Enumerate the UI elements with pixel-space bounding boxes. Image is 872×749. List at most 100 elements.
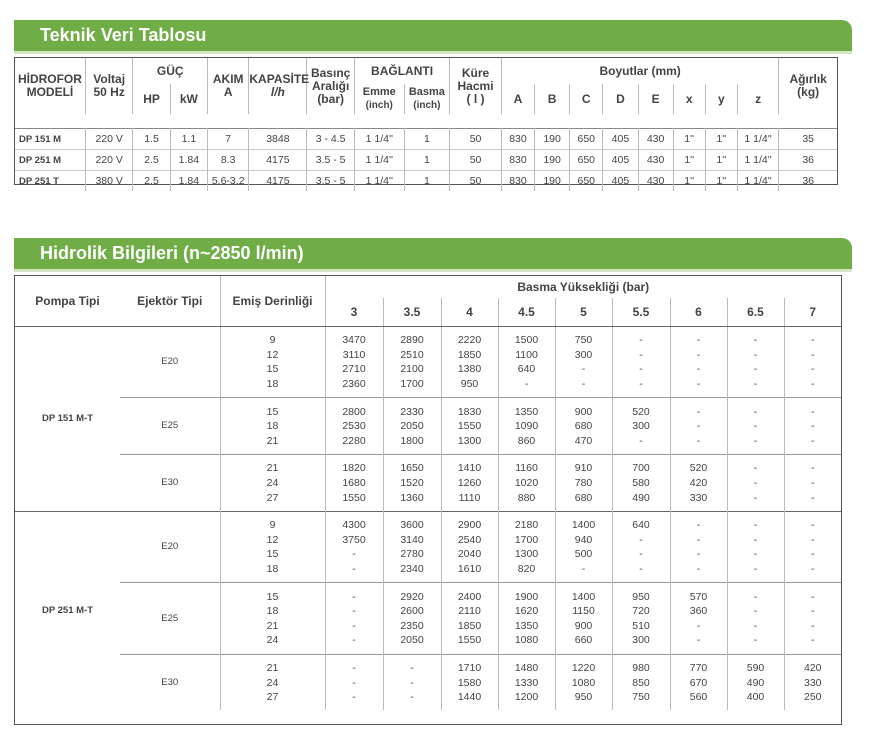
flow-cell: - <box>727 561 785 577</box>
flow-cell: 750 <box>555 333 613 348</box>
flow-cell: 2920 <box>383 589 442 604</box>
flow-cell: 1350 <box>498 618 556 634</box>
suction-depth-cell: 15 <box>220 589 326 604</box>
flow-cell: 1080 <box>555 675 613 690</box>
flow-cell: 2510 <box>383 347 442 363</box>
flow-cell: 3140 <box>383 532 442 548</box>
flow-cell: 560 <box>670 689 728 705</box>
table-row: 18-2340 1610 820- - - - - <box>15 561 841 577</box>
flow-cell: 860 <box>498 433 556 449</box>
flow-cell: - <box>727 532 785 548</box>
flow-cell: - <box>325 547 384 562</box>
value-cell: 4175 <box>248 149 308 171</box>
value-cell: 3.5 - 5 <box>306 149 355 171</box>
flow-cell: 1110 <box>441 490 499 505</box>
suction-depth-cell: 12 <box>220 532 326 548</box>
flow-cell: - <box>612 333 671 348</box>
suction-depth-cell: 27 <box>220 490 326 505</box>
col-bar-6.5: 6.5 <box>727 298 785 327</box>
flow-cell: 1160 <box>498 461 556 476</box>
col-dim-y: y <box>705 84 738 114</box>
suction-depth-cell: 24 <box>220 633 326 648</box>
flow-cell: 2040 <box>441 547 499 562</box>
flow-cell: - <box>555 376 613 392</box>
flow-cell: - <box>811 548 815 561</box>
flow-cell: 2710 <box>325 362 384 377</box>
col-tank-volume: Küre Hacmi( l ) <box>449 58 502 114</box>
flow-cell: - <box>325 675 384 690</box>
table-row: 18-2600 2110 1620 1150 720 360- - <box>15 603 841 619</box>
flow-cell: 1820 <box>325 461 384 476</box>
pump-type-cell: DP 251 M-T <box>15 510 120 711</box>
value-cell: 1 1/4'' <box>354 149 405 171</box>
value-cell: 8.3 <box>207 149 250 171</box>
flow-cell: 900 <box>555 404 613 419</box>
ejector-type-cell: E30 <box>120 454 221 512</box>
flow-cell: - <box>325 561 384 577</box>
value-cell: 50 <box>449 170 502 191</box>
value-cell: 1 <box>404 170 451 191</box>
flow-cell: - <box>670 433 728 449</box>
col-bar-5.5: 5.5 <box>612 298 671 327</box>
value-cell: 650 <box>569 149 604 171</box>
value-cell: 1.5 <box>132 128 171 150</box>
flow-cell: 1440 <box>441 689 499 705</box>
value-cell: 430 <box>638 170 674 191</box>
flow-cell: - <box>811 477 815 490</box>
value-cell: 1 1/4'' <box>737 128 780 150</box>
flow-cell: 3470 <box>325 333 384 348</box>
table-row: 18 2360 1700 950- - - - - - <box>15 376 841 392</box>
flow-cell: 1480 <box>498 660 556 676</box>
suction-depth-cell: 18 <box>220 376 326 392</box>
flow-cell: 580 <box>612 475 671 491</box>
flow-cell: 640 <box>498 362 556 377</box>
value-cell: 7 <box>207 128 250 150</box>
col-bar-4: 4 <box>441 298 499 327</box>
suction-depth-cell: 15 <box>220 547 326 562</box>
flow-cell: - <box>811 405 815 418</box>
flow-cell: - <box>612 561 671 577</box>
flow-cell: 1220 <box>555 660 613 676</box>
flow-cell: - <box>670 418 728 434</box>
flow-cell: 1410 <box>441 461 499 476</box>
col-pressure-range: Basınç Aralığı (bar) <box>306 58 355 114</box>
value-cell: 2.5 <box>132 170 171 191</box>
table-row: 12 3110 2510 1850 1100 300- - - - <box>15 347 841 363</box>
flow-cell: 250 <box>803 691 822 704</box>
col-kw: kW <box>170 84 209 114</box>
value-cell: 2.5 <box>132 149 171 171</box>
flow-cell: - <box>727 376 785 392</box>
value-cell: 1'' <box>705 128 738 150</box>
flow-cell: 1380 <box>441 362 499 377</box>
flow-cell: - <box>612 362 671 377</box>
col-bar-5: 5 <box>555 298 613 327</box>
col-bar-4.5: 4.5 <box>498 298 556 327</box>
flow-cell: - <box>727 347 785 363</box>
flow-cell: - <box>811 605 815 618</box>
col-bar-3.5: 3.5 <box>383 298 442 327</box>
flow-cell: - <box>727 517 785 533</box>
technical-data-table: HİDROFOR MODELİ Voltaj 50 Hz GÜÇ AKIM A KAP… <box>15 58 837 191</box>
flow-cell: 1680 <box>325 475 384 491</box>
flow-cell: 3600 <box>383 517 442 533</box>
flow-cell: 1580 <box>441 675 499 690</box>
flow-cell: - <box>811 434 815 447</box>
flow-cell: - <box>727 362 785 377</box>
flow-cell: - <box>811 533 815 546</box>
flow-cell: - <box>325 633 384 648</box>
value-cell: 405 <box>602 128 639 150</box>
model-cell: DP 251 T <box>15 170 86 191</box>
suction-depth-cell: 18 <box>220 561 326 577</box>
flow-cell: 680 <box>555 418 613 434</box>
flow-cell: 700 <box>612 461 671 476</box>
flow-cell: 520 <box>612 404 671 419</box>
col-pump-type: Pompa Tipi <box>15 276 120 327</box>
flow-cell: 2330 <box>383 404 442 419</box>
flow-cell: 420 <box>670 475 728 491</box>
flow-cell: 570 <box>670 589 728 604</box>
col-head-bar: Basma Yüksekliği (bar) <box>517 280 650 294</box>
value-cell: 3.5 - 5 <box>306 170 355 191</box>
flow-cell: 980 <box>612 660 671 676</box>
flow-cell: - <box>727 418 785 434</box>
suction-depth-cell: 21 <box>220 618 326 634</box>
